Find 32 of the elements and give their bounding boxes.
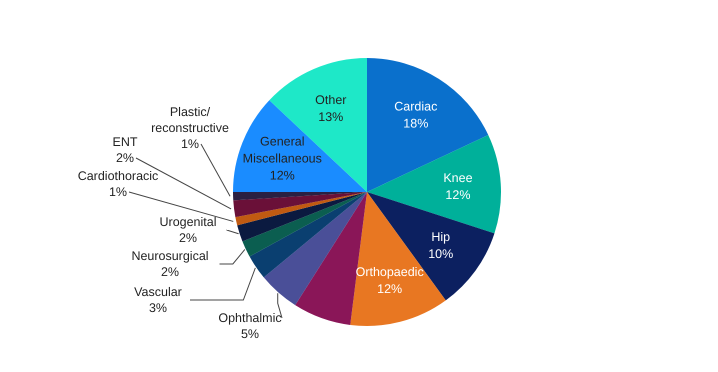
data-label: 18% [403,116,428,131]
data-label: 2% [116,151,134,165]
slice-label: Ophthalmic [218,311,282,325]
data-label: 13% [318,110,344,124]
data-label: 3% [148,301,168,315]
slice-label: Other [315,92,346,107]
slice-label: Cardiac [394,100,438,114]
data-label: 1% [108,185,128,199]
slice-label: Orthopaedic [356,264,424,279]
slice-label: Plastic/reconstructive [151,105,229,135]
pie-slice [235,192,367,226]
data-label: 10% [428,247,454,262]
data-label: 1% [180,137,200,151]
slice-label: Vascular [134,285,182,299]
pie-slice [237,192,367,242]
pie-slice [367,134,501,234]
data-label: 2% [160,265,180,279]
data-label: 12% [270,168,295,182]
slice-label: Urogenital [160,215,216,229]
data-label: 12% [377,282,402,296]
slice-label: Neurosurgical [131,249,209,263]
slice-label: General Miscellaneous [242,134,322,166]
slice-label: Hip [431,230,450,244]
data-label: 2% [178,231,198,245]
data-label: 12% [445,188,470,202]
pie-slice [233,192,367,218]
slice-label: Knee [443,170,473,185]
slice-label: ENT [112,135,138,149]
data-label: 5% [240,327,260,341]
pie-slice [242,192,367,257]
slice-label: Cardiothoracic [78,169,158,183]
pie-slice [367,58,488,192]
